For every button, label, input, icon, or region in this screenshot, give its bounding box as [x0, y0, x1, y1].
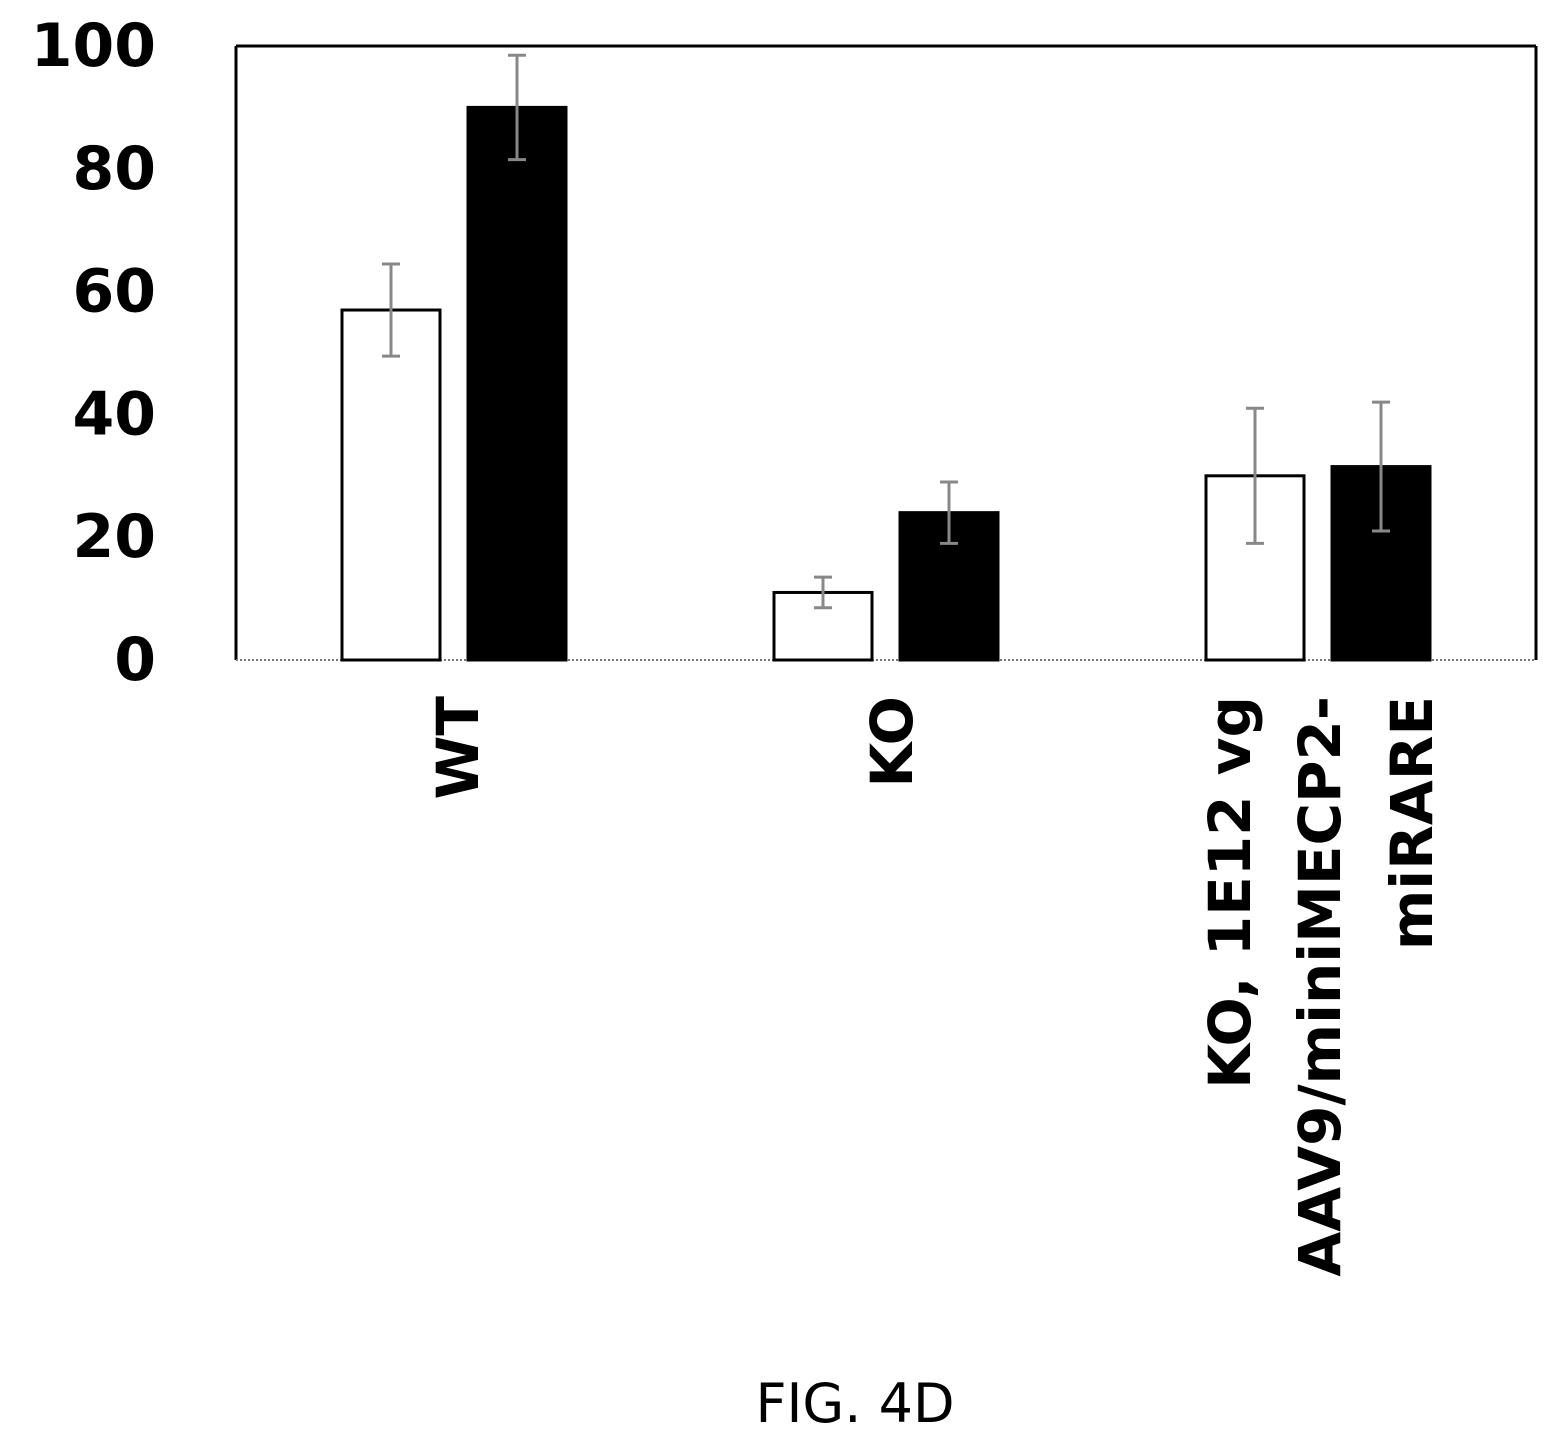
bars: [340, 105, 1432, 662]
category-label-2-2: miRARE: [1378, 696, 1446, 950]
bar-open-0: [340, 308, 442, 662]
error-bars: [382, 53, 1390, 610]
error-bar-filled-0: [508, 53, 526, 162]
error-bar-open-2: [1246, 406, 1264, 545]
y-tick-label: 0: [114, 625, 156, 695]
y-tick-label: 20: [73, 502, 157, 572]
error-bar-open-1: [814, 575, 832, 610]
category-label-1-0: KO: [858, 696, 926, 788]
x-axis-categories: WT KO KO, 1E12 vg AAV9/miniMECP2- miRARE: [424, 696, 1446, 1277]
category-label-2-0: KO, 1E12 vg: [1196, 696, 1264, 1089]
error-bar-filled-2: [1372, 400, 1390, 533]
bar-filled-0: [466, 105, 568, 662]
figure-caption: FIG. 4D: [755, 1372, 954, 1435]
y-tick-label: 60: [73, 257, 157, 327]
error-bar-filled-1: [940, 480, 958, 545]
error-bar-open-0: [382, 262, 400, 358]
y-tick-label: 80: [73, 134, 157, 204]
plot-frame: [234, 44, 1538, 661]
y-axis-ticks: 0 20 40 60 80 100: [31, 11, 156, 695]
y-tick-label: 40: [73, 379, 157, 449]
category-label-0-0: WT: [424, 696, 492, 800]
category-label-2-1: AAV9/miniMECP2-: [1286, 696, 1354, 1277]
y-tick-label: 100: [31, 11, 156, 81]
